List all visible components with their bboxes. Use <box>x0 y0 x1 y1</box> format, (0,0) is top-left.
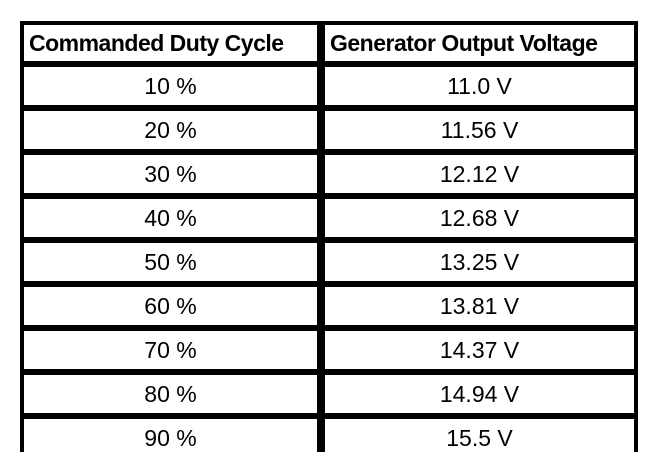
duty-cycle-cell: 40 % <box>22 193 325 240</box>
table-row: 90 % 15.5 V <box>22 413 636 452</box>
header-row: Commanded Duty Cycle Generator Output Vo… <box>22 23 636 64</box>
header-output-voltage: Generator Output Voltage <box>321 23 636 64</box>
table-row: 30 % 12.12 V <box>22 149 636 196</box>
output-voltage-cell: 12.12 V <box>321 149 636 196</box>
duty-cycle-cell: 80 % <box>22 369 325 416</box>
duty-cycle-cell: 50 % <box>22 237 325 284</box>
duty-cycle-cell: 70 % <box>22 325 325 372</box>
output-voltage-cell: 13.81 V <box>321 281 636 328</box>
duty-cycle-cell: 30 % <box>22 149 325 196</box>
output-voltage-cell: 15.5 V <box>321 413 636 452</box>
table-row: 60 % 13.81 V <box>22 281 636 328</box>
output-voltage-cell: 14.94 V <box>321 369 636 416</box>
duty-cycle-cell: 90 % <box>22 413 325 452</box>
table-row: 50 % 13.25 V <box>22 237 636 284</box>
output-voltage-cell: 11.56 V <box>321 105 636 152</box>
duty-cycle-cell: 20 % <box>22 105 325 152</box>
table-row: 40 % 12.68 V <box>22 193 636 240</box>
table-row: 20 % 11.56 V <box>22 105 636 152</box>
table-row: 70 % 14.37 V <box>22 325 636 372</box>
header-duty-cycle: Commanded Duty Cycle <box>22 23 325 64</box>
output-voltage-cell: 11.0 V <box>321 61 636 108</box>
table-row: 80 % 14.94 V <box>22 369 636 416</box>
output-voltage-cell: 13.25 V <box>321 237 636 284</box>
output-voltage-cell: 14.37 V <box>321 325 636 372</box>
duty-cycle-cell: 10 % <box>22 61 325 108</box>
table-row: 10 % 11.0 V <box>22 61 636 108</box>
duty-cycle-voltage-table: Commanded Duty Cycle Generator Output Vo… <box>20 21 638 452</box>
output-voltage-cell: 12.68 V <box>321 193 636 240</box>
duty-cycle-cell: 60 % <box>22 281 325 328</box>
